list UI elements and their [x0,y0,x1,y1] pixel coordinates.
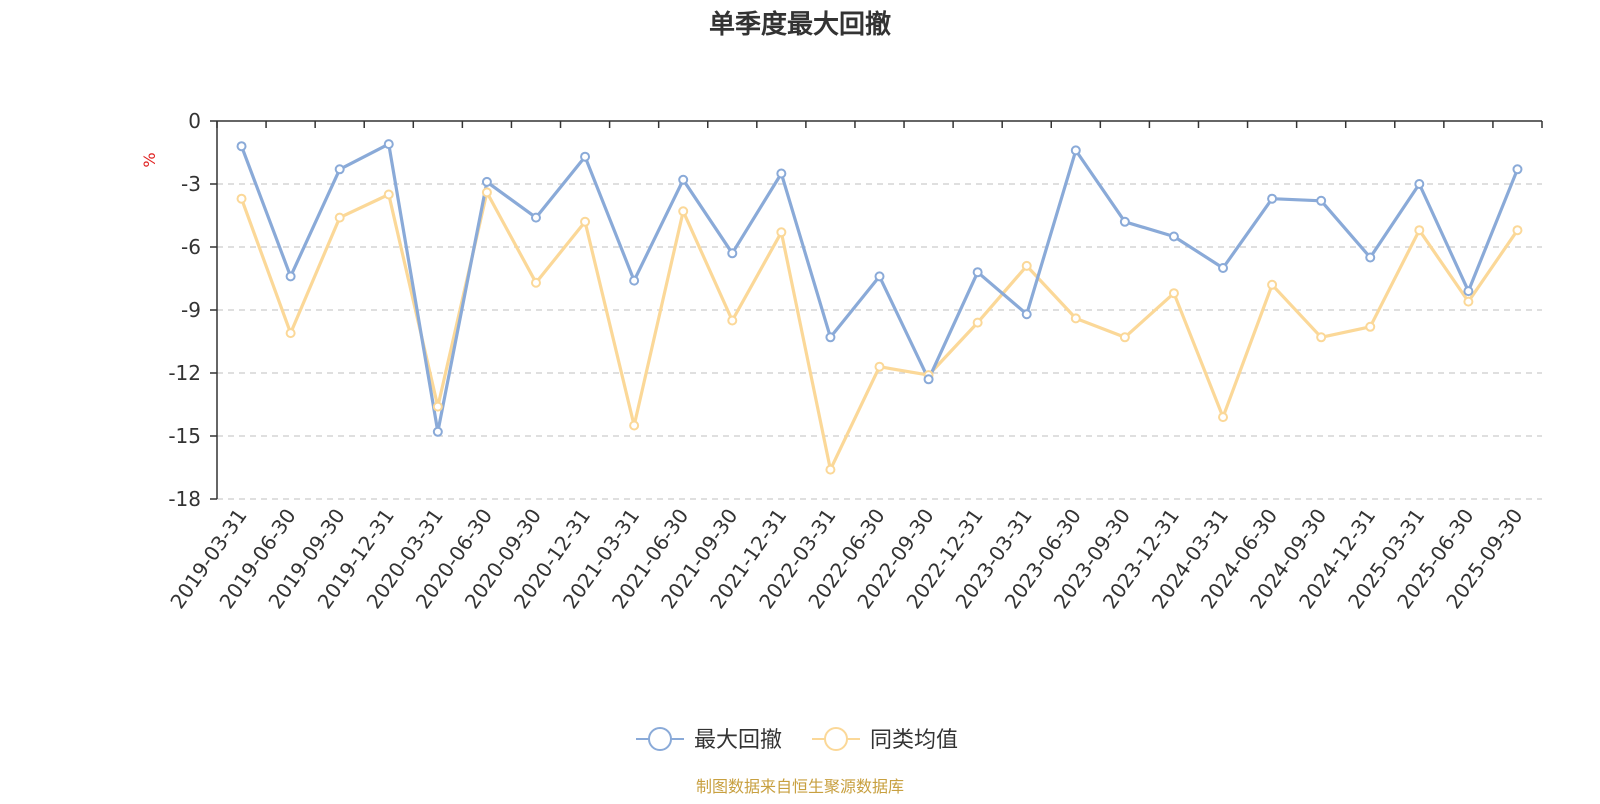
data-point[interactable] [1463,296,1474,307]
y-tick-label: -9 [181,298,201,322]
data-source-note: 制图数据来自恒生聚源数据库 [696,777,904,796]
data-point[interactable] [1316,332,1327,343]
data-point[interactable] [1119,216,1130,227]
grid-lines [217,183,1542,500]
y-axis-unit: % [140,152,159,167]
data-point[interactable] [432,426,443,437]
legend[interactable]: 最大回撤 同类均值 [636,727,958,753]
data-point[interactable] [432,401,443,412]
data-point[interactable] [1414,179,1425,189]
data-point[interactable] [530,212,541,223]
data-point[interactable] [1168,231,1179,242]
data-point[interactable] [874,271,885,282]
y-tick-label: -3 [181,172,201,196]
data-point[interactable] [972,267,983,278]
data-point[interactable] [1070,145,1081,156]
data-point[interactable] [1119,332,1130,343]
data-point[interactable] [678,206,689,217]
data-point[interactable] [1365,252,1376,263]
legend-item-max-drawdown[interactable]: 最大回撤 [636,727,782,753]
series-line [240,190,1519,472]
data-point[interactable] [580,151,591,162]
data-point[interactable] [1365,321,1376,332]
y-tick-label: -15 [168,424,201,448]
data-point[interactable] [1316,195,1327,206]
data-point[interactable] [1267,193,1278,204]
x-axis-ticks: 2019-03-312019-06-302019-09-302019-12-31… [165,121,1543,613]
data-point[interactable] [1512,164,1523,175]
data-point[interactable] [825,464,836,475]
data-point[interactable] [580,216,591,227]
data-point[interactable] [923,374,934,385]
y-axis-ticks: 0 -3 -6 -9 -12 -15 -18 [168,109,217,511]
data-point[interactable] [727,315,738,326]
data-point[interactable] [825,332,836,343]
data-point[interactable] [629,275,640,286]
series-lines [236,139,1523,475]
data-point[interactable] [776,168,787,179]
data-point[interactable] [1463,286,1474,297]
data-point[interactable] [383,139,394,150]
data-point[interactable] [383,189,394,200]
y-tick-label: -12 [168,361,201,385]
data-point[interactable] [481,187,492,198]
data-point[interactable] [1021,260,1032,271]
y-tick-label: -6 [181,235,201,259]
data-point[interactable] [874,361,885,372]
data-point[interactable] [972,317,983,328]
data-point[interactable] [481,176,492,187]
legend-label-max-drawdown: 最大回撤 [694,728,782,753]
data-point[interactable] [727,248,738,259]
data-point[interactable] [334,164,345,175]
chart-title: 单季度最大回撤 [709,9,891,40]
data-point[interactable] [285,328,296,339]
data-point[interactable] [1218,263,1229,273]
data-point[interactable] [236,141,247,152]
data-point[interactable] [678,174,689,185]
y-tick-label: -18 [168,487,201,511]
legend-swatch-marker-max-drawdown [648,727,672,751]
legend-swatch-marker-peer-average [824,727,848,751]
data-point[interactable] [285,271,296,282]
legend-label-peer-average: 同类均值 [870,728,958,753]
data-point[interactable] [1512,225,1523,236]
data-point[interactable] [776,227,787,238]
data-point[interactable] [1414,225,1425,236]
data-point[interactable] [530,277,541,288]
data-point[interactable] [1070,313,1081,324]
legend-item-peer-average[interactable]: 同类均值 [812,727,958,753]
data-point[interactable] [1267,279,1278,290]
data-point[interactable] [1218,412,1229,423]
y-tick-label: 0 [188,109,201,133]
data-point[interactable] [334,212,345,223]
data-point[interactable] [236,193,247,204]
data-point[interactable] [629,420,640,431]
data-point[interactable] [1021,309,1032,320]
data-point[interactable] [1168,288,1179,299]
